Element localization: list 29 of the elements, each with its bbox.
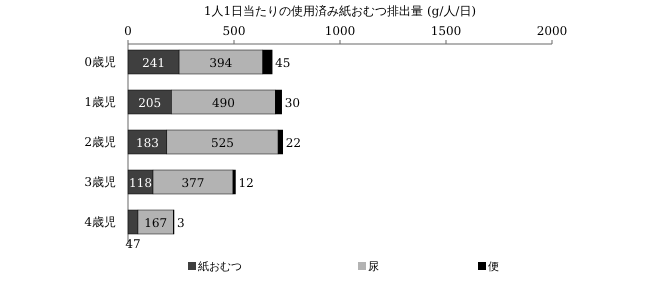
data-label: 167 [144,216,168,230]
data-label: 241 [142,56,165,70]
legend-label: 尿 [368,260,379,273]
data-label: 22 [286,136,302,150]
title: 1人1日当たりの使用済み紙おむつ排出量 (g/人/日) [204,4,476,18]
data-label: 525 [210,136,234,150]
data-label: 30 [284,96,300,110]
y-tick-label: 4歳児 [84,215,116,229]
legend-label: 紙おむつ [198,260,242,273]
y-tick-label: 1歳児 [84,95,116,109]
data-label: 205 [138,96,162,110]
x-tick-label: 2000 [536,24,568,38]
x-tick-label: 1000 [324,24,356,38]
data-label: 12 [238,176,254,190]
y-tick-label: 2歳児 [84,135,116,149]
data-label: 118 [129,176,152,190]
x-tick-label: 500 [222,24,246,38]
data-label: 183 [136,136,159,150]
y-tick-label: 3歳児 [84,175,116,189]
x-tick-label: 0 [124,24,132,38]
data-label: 377 [182,176,204,190]
x-tick-label: 1500 [430,24,462,38]
data-label: 47 [125,237,141,251]
data-label: 490 [212,96,235,110]
data-label: 394 [209,56,233,70]
legend-label: 便 [488,260,499,273]
data-label: 3 [177,216,185,230]
data-label: 45 [275,56,290,70]
y-tick-label: 0歳児 [84,55,116,69]
